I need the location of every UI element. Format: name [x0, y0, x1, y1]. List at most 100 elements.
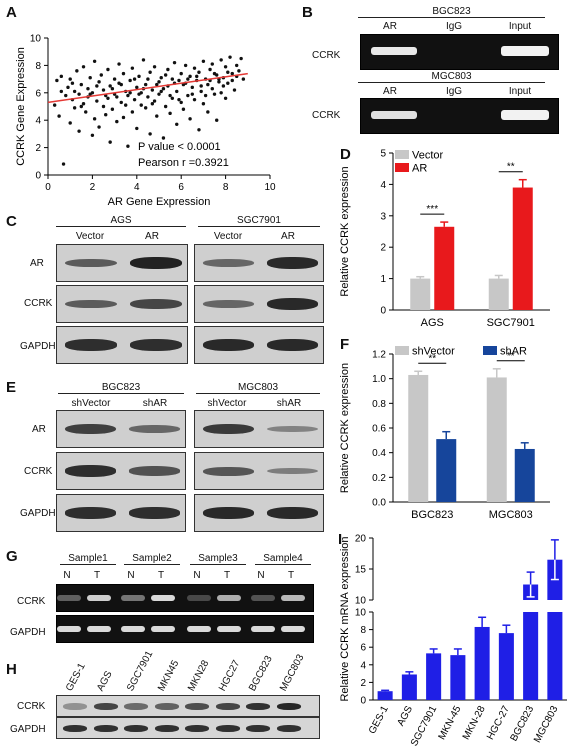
- scatter-point: [135, 85, 139, 90]
- scatter-point: [115, 119, 119, 124]
- band: [128, 424, 180, 434]
- band: [251, 626, 275, 632]
- c-group-ags: AGS: [56, 215, 186, 227]
- scatter-point: [208, 67, 212, 72]
- scatter-point: [126, 93, 130, 98]
- y-tick-label: 6: [360, 643, 366, 654]
- band: [185, 703, 209, 710]
- c-lane-ar-2: AR: [281, 231, 295, 242]
- y-tick-label: 8: [360, 625, 366, 636]
- scatter-point: [161, 136, 166, 140]
- band: [217, 626, 241, 632]
- scatter-point: [112, 77, 117, 81]
- scatter-point: [72, 89, 77, 94]
- bar-shar: [514, 448, 535, 502]
- band: [276, 725, 301, 732]
- scatter-point: [137, 74, 141, 79]
- chart-f-bars: Relative CCRK expression 0.0 0.2 0.4 0.6 0.8…: [339, 346, 550, 521]
- scatter-point: [155, 114, 159, 118]
- scatter-point: [239, 56, 243, 61]
- y-tick-label: 4: [360, 660, 366, 671]
- g-lane-n-1: N: [63, 570, 71, 581]
- scatter-point: [212, 71, 217, 76]
- scatter-point: [130, 66, 135, 70]
- scatter-point: [199, 84, 203, 88]
- scatter-point: [183, 63, 188, 68]
- band: [154, 725, 179, 732]
- y-axis-label: Relative CCRK expression: [339, 166, 351, 296]
- b2-gel: [360, 98, 559, 134]
- band: [281, 595, 305, 601]
- b2-col-igg: IgG: [445, 86, 463, 97]
- c-blot-row1-group2: [194, 244, 324, 282]
- h-row-gapdh: GAPDH: [10, 724, 46, 735]
- g-sample-2: Sample2: [124, 553, 180, 565]
- x-tick-label: 8: [223, 182, 229, 193]
- g-gel-row2: [56, 615, 314, 643]
- g-lane-n-4: N: [257, 570, 265, 581]
- scatter-point: [92, 117, 97, 121]
- y-tick-label: 0: [35, 171, 41, 182]
- y-tick-label: 1: [380, 274, 386, 285]
- band: [501, 110, 549, 120]
- scatter-point: [106, 67, 110, 72]
- band: [87, 595, 111, 601]
- scatter-point: [137, 92, 141, 96]
- band: [501, 46, 549, 56]
- scatter-point: [177, 78, 181, 83]
- scatter-point: [81, 102, 86, 106]
- x-tick-label: SGC7901: [487, 317, 535, 329]
- e-blot-row2-group2: [194, 452, 324, 490]
- y-tick-label: 4: [35, 116, 41, 127]
- bar: [401, 674, 417, 700]
- scatter-point: [72, 106, 77, 110]
- band: [57, 595, 81, 601]
- band: [154, 703, 179, 710]
- g-sample-4: Sample4: [255, 553, 311, 565]
- scatter-point: [59, 89, 64, 94]
- scatter-point: [195, 74, 199, 79]
- b1-col-ar: AR: [383, 21, 397, 32]
- scatter-point: [124, 103, 128, 107]
- scatter-point: [168, 93, 172, 98]
- x-tick-label: HGC-27: [485, 704, 512, 742]
- scatter-point: [115, 95, 119, 99]
- fit-line: [47, 72, 248, 104]
- x-tick-label: MGC803: [532, 704, 561, 745]
- scatter-point: [143, 82, 148, 87]
- scatter-point: [186, 77, 190, 81]
- scatter-point: [152, 65, 157, 69]
- scatter-point: [166, 67, 170, 72]
- scatter-point: [104, 113, 108, 117]
- band: [121, 626, 145, 632]
- y-tick-label: 2: [380, 243, 386, 254]
- scatter-point: [197, 128, 201, 132]
- e-row-gapdh: GAPDH: [20, 508, 56, 519]
- y-tick-label: 6: [35, 88, 41, 99]
- scatter-point: [70, 81, 75, 85]
- c-blot-row2-group2: [194, 285, 324, 323]
- h-lane-label: SGC7901: [125, 649, 156, 694]
- g-gel-row1: [56, 584, 314, 612]
- g-row-gapdh: GAPDH: [10, 627, 46, 638]
- scatter-point: [221, 84, 226, 88]
- scatter-point: [230, 78, 234, 83]
- scatter-point: [126, 144, 130, 148]
- y-tick-label: 5: [380, 149, 386, 160]
- e-group-bgc823: BGC823: [58, 382, 184, 394]
- x-tick-label: 10: [264, 182, 276, 193]
- bar-shar: [436, 439, 457, 502]
- scatter-point: [155, 82, 159, 87]
- band: [371, 111, 417, 119]
- scatter-point: [101, 104, 106, 109]
- scatter-point: [79, 82, 84, 87]
- band: [93, 703, 118, 710]
- scatter-point: [55, 78, 59, 83]
- band: [281, 626, 305, 632]
- scatter-point: [163, 104, 168, 109]
- scatter-point: [206, 110, 210, 114]
- scatter-point: [77, 129, 81, 133]
- scatter-point: [241, 77, 246, 81]
- h-lane-label: MGC803: [277, 652, 306, 694]
